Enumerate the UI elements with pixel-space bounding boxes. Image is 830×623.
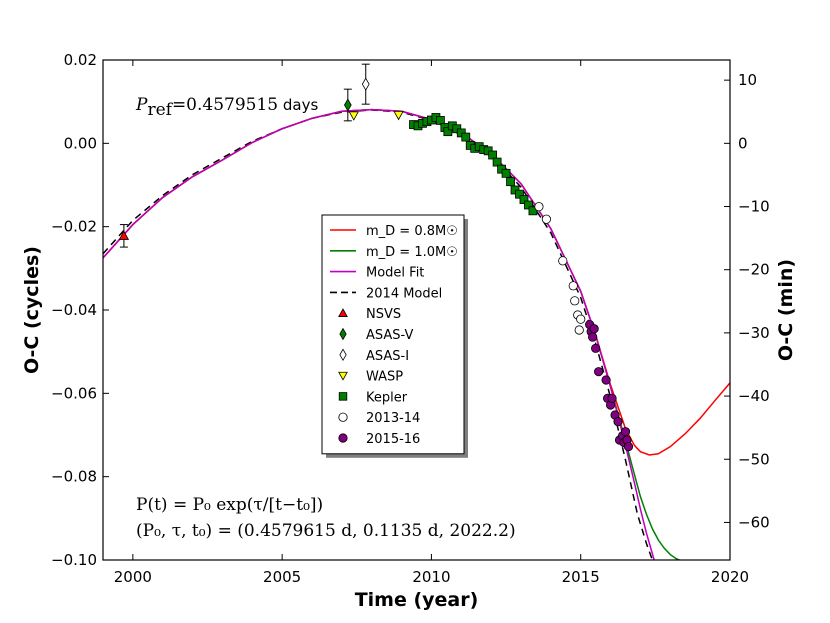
- legend-label: Model Fit: [366, 266, 424, 281]
- legend-label: m_D = 0.8M☉: [366, 224, 458, 239]
- legend: m_D = 0.8M☉ m_D = 1.0M☉ Model Fit 2014 Mode…: [321, 214, 465, 455]
- y-tick-label: −0.06: [51, 384, 97, 402]
- point-2013-14: [568, 281, 578, 291]
- point-kepler: [524, 200, 533, 210]
- point-2013-14: [558, 256, 568, 266]
- point-asas-v: [343, 98, 352, 112]
- y-right-tick-label: −20: [738, 261, 770, 279]
- x-tick-label: 2015: [562, 568, 600, 586]
- point-2015-16: [588, 332, 598, 342]
- x-tick-label: 2005: [263, 568, 301, 586]
- y-right-tick-label: −10: [738, 198, 770, 216]
- formula-line-1: P(t) = P₀ exp(τ/[t−t₀]): [136, 495, 323, 515]
- legend-label: 2013-14: [366, 411, 420, 426]
- point-2015-16: [601, 375, 611, 385]
- legend-swatch: [338, 433, 348, 443]
- point-kepler: [506, 177, 515, 187]
- y-tick-label: −0.04: [51, 301, 97, 319]
- point-kepler: [435, 116, 445, 125]
- point-2015-16: [620, 427, 631, 437]
- legend-label: 2015-16: [366, 432, 420, 447]
- legend-swatch: [338, 392, 348, 401]
- legend-swatch: [338, 371, 348, 381]
- formula-line-2: (P₀, τ, t₀) = (0.4579615 d, 0.1135 d, 20…: [136, 521, 516, 541]
- y-axis-title-left: O-C (cycles): [21, 246, 43, 374]
- point-nsvs: [118, 230, 130, 240]
- x-tick-label: 2020: [711, 568, 749, 586]
- legend-swatch: [338, 412, 348, 422]
- point-kepler: [501, 168, 511, 178]
- point-2015-16: [607, 393, 617, 403]
- point-kepler: [492, 157, 502, 167]
- y-tick-label: −0.02: [51, 218, 97, 236]
- y-right-tick-label: 10: [738, 71, 757, 89]
- y-right-tick-label: −30: [738, 324, 770, 342]
- legend-swatch: [338, 308, 348, 317]
- y-right-tick-label: −60: [738, 513, 770, 531]
- x-tick-label: 2010: [412, 568, 450, 586]
- legend-label: ASAS-V: [366, 328, 413, 343]
- y-right-tick-label: −50: [738, 450, 770, 468]
- legend-label: m_D = 1.0M☉: [366, 245, 458, 260]
- legend-label: ASAS-I: [366, 349, 409, 364]
- y-right-tick-label: 0: [738, 134, 748, 152]
- y-tick-label: −0.08: [51, 468, 97, 486]
- point-kepler: [519, 195, 529, 204]
- point-kepler: [488, 150, 498, 160]
- y-axis-title-right: O-C (min): [775, 259, 797, 361]
- legend-label: 2014 Model: [366, 286, 442, 301]
- point-2015-16: [594, 367, 604, 377]
- point-kepler: [443, 127, 453, 137]
- legend-swatch: [339, 327, 347, 341]
- point-wasp: [348, 111, 359, 121]
- pref-annotation: Pref=0.4579515 days: [135, 95, 318, 120]
- legend-label: NSVS: [366, 307, 401, 322]
- point-2013-14: [534, 202, 544, 212]
- legend-label: Kepler: [366, 390, 408, 405]
- point-2015-16: [591, 343, 601, 353]
- point-2015-16: [589, 324, 599, 334]
- point-2013-14: [541, 214, 551, 224]
- x-axis-title: Time (year): [355, 589, 479, 611]
- data-points: [118, 63, 634, 452]
- legend-label: WASP: [366, 370, 403, 385]
- point-2013-14: [574, 325, 584, 335]
- point-asas-i: [361, 77, 370, 91]
- point-2015-16: [623, 442, 634, 452]
- point-2013-14: [570, 296, 580, 306]
- y-tick-label: −0.10: [51, 551, 97, 569]
- point-kepler: [515, 189, 524, 199]
- y-tick-label: 0.02: [64, 51, 97, 69]
- point-wasp: [393, 111, 404, 121]
- point-2013-14: [576, 314, 586, 324]
- y-right-tick-label: −40: [738, 387, 770, 405]
- axes: 2000 2005 2010 2015 2020 −0.10 −0.08 −0.06 −0.04…: [51, 51, 770, 586]
- point-2015-16: [613, 417, 623, 427]
- point-kepler: [528, 206, 538, 216]
- y-tick-label: 0.00: [64, 134, 97, 152]
- point-kepler: [461, 132, 471, 142]
- x-tick-label: 2000: [114, 568, 152, 586]
- legend-swatch: [339, 348, 347, 362]
